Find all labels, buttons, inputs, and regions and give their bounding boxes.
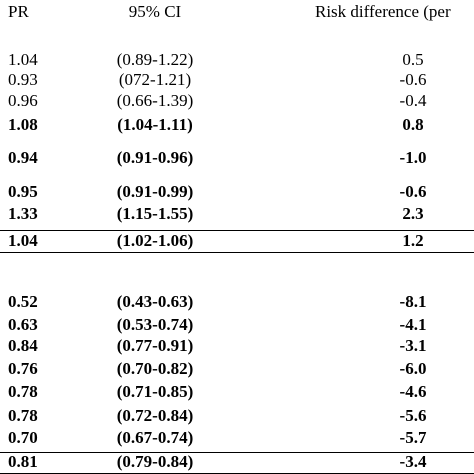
header-cell: PR [8,2,29,21]
risk-difference-cell: -0.4 [399,91,427,110]
risk-difference-cell: -1.0 [399,148,427,167]
pr-cell: 0.84 [8,336,38,355]
pr-cell: 0.96 [8,91,38,110]
table-rule [0,230,474,231]
pr-cell: 0.78 [8,406,38,425]
ci-cell: (072-1.21) [118,70,192,89]
pr-cell: 1.04 [8,231,38,250]
risk-difference-cell: -3.4 [399,452,427,471]
risk-difference-cell: -4.6 [399,382,427,401]
ci-cell: (0.72-0.84) [116,406,194,425]
table-rule [0,452,474,453]
pr-cell: 0.52 [8,292,38,311]
pr-cell: 1.04 [8,50,38,69]
ci-cell: (1.15-1.55) [116,204,194,223]
ci-cell: (0.79-0.84) [116,452,194,471]
ci-cell: (0.71-0.85) [116,382,194,401]
ci-cell: (0.91-0.96) [116,148,194,167]
pr-cell: 1.33 [8,204,38,223]
ci-cell: (0.89-1.22) [116,50,194,69]
header-cell: Risk difference (per [315,2,451,21]
pr-cell: 0.94 [8,148,38,167]
pr-cell: 0.95 [8,182,38,201]
ci-cell: (0.66-1.39) [116,91,194,110]
risk-difference-cell: -4.1 [399,315,427,334]
risk-difference-cell: -0.6 [399,70,427,89]
risk-difference-cell: -3.1 [399,336,427,355]
risk-difference-cell: 0.5 [402,50,424,69]
ci-cell: (0.77-0.91) [116,336,194,355]
ci-cell: (1.02-1.06) [116,231,194,250]
ci-cell: (0.67-0.74) [116,428,194,447]
risk-difference-cell: -0.6 [399,182,427,201]
risk-difference-cell: -5.6 [399,406,427,425]
pr-cell: 0.63 [8,315,38,334]
risk-difference-cell: 2.3 [402,204,424,223]
pr-cell: 0.70 [8,428,38,447]
pr-cell: 0.78 [8,382,38,401]
pr-cell: 1.08 [8,115,38,134]
ci-cell: (0.70-0.82) [116,359,194,378]
risk-difference-cell: -6.0 [399,359,427,378]
risk-difference-cell: -5.7 [399,428,427,447]
header-cell: 95% CI [128,2,182,21]
pr-cell: 0.81 [8,452,38,471]
ci-cell: (0.43-0.63) [116,292,194,311]
risk-difference-cell: 1.2 [402,231,424,250]
ci-cell: (0.53-0.74) [116,315,194,334]
ci-cell: (0.91-0.99) [116,182,194,201]
pr-cell: 0.93 [8,70,38,89]
table-rule [0,252,474,253]
ci-cell: (1.04-1.11) [117,115,193,134]
pr-cell: 0.76 [8,359,38,378]
risk-difference-cell: 0.8 [402,115,424,134]
risk-difference-cell: -8.1 [399,292,427,311]
